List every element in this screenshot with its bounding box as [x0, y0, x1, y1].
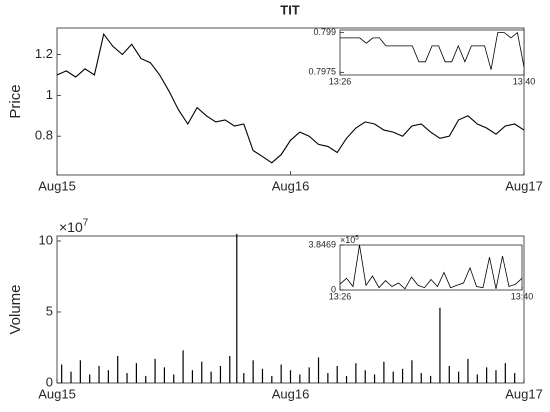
- price-line: [56, 32, 525, 164]
- y-tick-label: 0.8: [35, 128, 53, 143]
- axes-box: [339, 29, 525, 76]
- y-tick-label: 0: [331, 284, 336, 294]
- y-tick-label: 0.799: [313, 27, 336, 37]
- y-tick-label: 10: [39, 232, 53, 247]
- y-multiplier-exponent: 5: [355, 234, 359, 241]
- y-multiplier-base: ×10: [340, 235, 355, 245]
- x-tick-label: 13:40: [511, 291, 534, 301]
- y-tick-label: 0: [46, 374, 53, 389]
- y-axis-label: Price: [7, 84, 24, 118]
- x-tick-label: Aug15: [38, 178, 76, 193]
- y-tick-label: 5: [46, 303, 53, 318]
- chart-title: TIT: [280, 2, 300, 17]
- y-tick-label: 1: [46, 87, 53, 102]
- y-tick-label: 3.8469: [308, 239, 336, 249]
- x-tick-label: Aug16: [272, 178, 310, 193]
- x-tick-label: Aug16: [272, 386, 310, 401]
- y-tick-label: 1.2: [35, 46, 53, 61]
- x-tick-label: Aug17: [505, 178, 543, 193]
- x-tick-label: 13:26: [329, 291, 352, 301]
- y-multiplier: ×105: [340, 234, 359, 245]
- x-tick-label: Aug15: [38, 386, 76, 401]
- y-tick-label: 0.7975: [308, 67, 336, 77]
- y-multiplier: ×107: [59, 217, 88, 235]
- y-axis-label: Volume: [7, 284, 24, 334]
- price-line: [339, 244, 523, 290]
- price-line: [340, 31, 525, 70]
- x-tick-label: 13:40: [513, 76, 536, 86]
- y-multiplier-base: ×10: [59, 219, 83, 235]
- x-tick-label: 13:26: [329, 76, 352, 86]
- x-tick-label: Aug17: [505, 386, 543, 401]
- y-multiplier-exponent: 7: [83, 217, 88, 228]
